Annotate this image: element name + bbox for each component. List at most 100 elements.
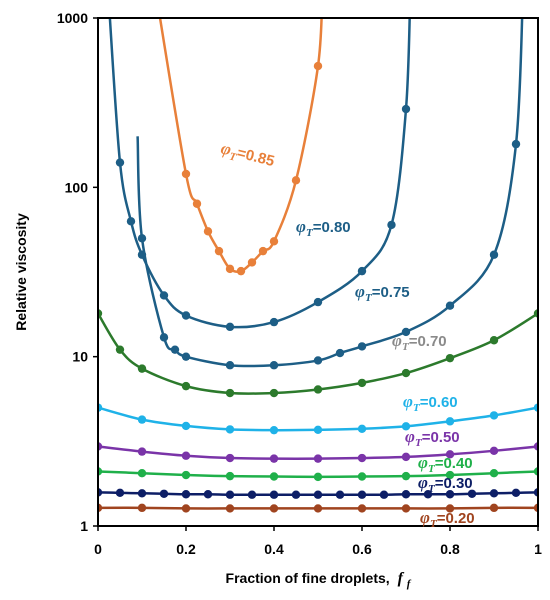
- data-point: [357, 342, 367, 351]
- data-point: [181, 490, 191, 499]
- data-point: [225, 453, 235, 463]
- data-point: [357, 453, 367, 463]
- data-point: [489, 446, 499, 456]
- data-point: [181, 421, 191, 431]
- data-point: [313, 356, 323, 365]
- x-axis-title-subscript: f: [407, 578, 412, 590]
- data-point: [269, 472, 279, 481]
- data-point: [335, 348, 345, 358]
- data-point: [335, 490, 345, 499]
- data-point: [137, 364, 147, 373]
- data-point: [269, 237, 279, 246]
- data-point: [225, 471, 235, 481]
- data-point: [115, 345, 125, 354]
- data-point: [313, 490, 323, 499]
- data-point: [98, 403, 103, 412]
- plot-frame: [97, 17, 539, 527]
- y-tick-label: 1: [80, 518, 88, 534]
- data-point: [159, 489, 169, 498]
- data-point: [137, 469, 147, 478]
- y-tick-label: 100: [65, 179, 89, 195]
- y-tick-label: 10: [72, 349, 88, 365]
- data-point: [423, 490, 433, 499]
- data-point: [511, 139, 521, 149]
- data-point: [313, 472, 323, 482]
- data-point: [225, 425, 235, 434]
- data-point: [467, 489, 477, 498]
- data-point: [137, 234, 147, 243]
- data-point: [489, 250, 499, 259]
- series-label-6: φT=0.75: [355, 282, 410, 304]
- series-line-6: [136, 18, 524, 368]
- x-axis-title-text: Fraction of fine droplets,: [226, 570, 390, 586]
- data-point: [533, 442, 538, 451]
- data-point: [247, 258, 257, 267]
- data-point: [379, 490, 389, 499]
- data-point: [115, 158, 125, 167]
- data-point: [137, 415, 147, 424]
- series-label-3: φT=0.50: [405, 427, 460, 449]
- data-point: [401, 504, 411, 513]
- data-point: [269, 490, 279, 499]
- data-point: [387, 220, 396, 230]
- data-point: [247, 490, 257, 499]
- data-point: [401, 104, 411, 114]
- data-point: [489, 489, 499, 498]
- data-point: [511, 488, 521, 498]
- data-point: [489, 336, 499, 345]
- data-point: [313, 504, 323, 513]
- data-point: [401, 422, 411, 431]
- series-label-1: φT=0.30: [418, 473, 473, 495]
- data-point: [137, 489, 147, 498]
- data-point: [401, 327, 411, 337]
- data-point: [313, 297, 323, 307]
- data-point: [98, 488, 103, 497]
- x-tick-label: 0.2: [176, 541, 196, 557]
- data-point: [291, 490, 301, 499]
- y-axis-ticks: 1 10 100 1000: [57, 10, 98, 534]
- data-point: [313, 425, 323, 434]
- data-point: [445, 470, 455, 480]
- data-point: [269, 388, 279, 398]
- data-point: [126, 217, 136, 226]
- data-point: [181, 352, 191, 361]
- data-point: [357, 490, 367, 499]
- data-point: [98, 503, 103, 513]
- data-point: [214, 246, 224, 256]
- data-point: [159, 333, 169, 342]
- data-point: [357, 504, 367, 513]
- data-point: [269, 454, 279, 463]
- data-point: [181, 381, 191, 391]
- x-tick-label: 1: [534, 541, 542, 557]
- data-point: [489, 503, 499, 513]
- x-tick-label: 0.6: [352, 541, 372, 557]
- data-point: [203, 490, 213, 499]
- data-point: [159, 291, 169, 300]
- data-point: [445, 490, 455, 499]
- data-point: [225, 490, 235, 499]
- data-point: [258, 246, 268, 256]
- data-point: [269, 317, 279, 327]
- data-point: [181, 451, 191, 460]
- data-point: [401, 368, 411, 378]
- data-point: [203, 227, 213, 236]
- series-label-7: φT=0.80: [296, 217, 351, 239]
- x-tick-label: 0: [94, 541, 102, 557]
- data-point: [192, 199, 202, 208]
- data-point: [137, 250, 147, 259]
- data-point: [225, 264, 235, 274]
- x-axis-title: Fraction of fine droplets, f f: [226, 570, 412, 590]
- data-point: [533, 488, 538, 497]
- data-point: [313, 385, 323, 394]
- data-point: [533, 403, 538, 412]
- data-point: [181, 169, 191, 179]
- data-point: [401, 471, 411, 481]
- data-point: [269, 504, 279, 513]
- data-point: [98, 467, 103, 476]
- y-axis-title: Relative viscosity: [13, 213, 29, 331]
- data-point: [98, 309, 103, 318]
- data-point: [170, 345, 180, 354]
- data-point: [137, 447, 147, 456]
- data-point: [236, 266, 246, 276]
